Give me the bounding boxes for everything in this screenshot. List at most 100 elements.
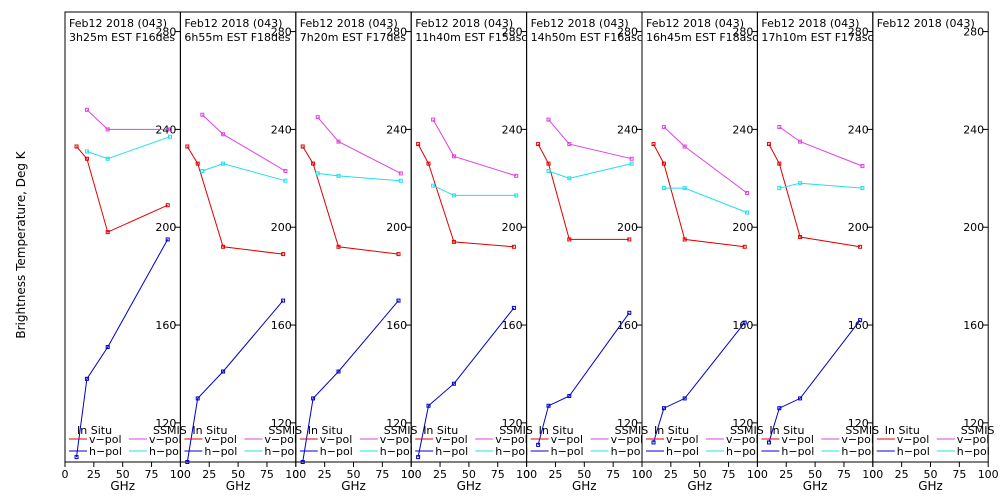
y-tick-label: 160 xyxy=(502,319,523,332)
insitu-vpol-line xyxy=(76,146,168,233)
x-axis-label: GHz xyxy=(457,479,482,493)
panel-title-time: 6h55m EST F18des xyxy=(184,31,290,44)
panel-frame xyxy=(872,11,989,463)
ssmis-hpol-point xyxy=(798,181,803,186)
ssmis-hpol-point xyxy=(629,161,634,166)
x-axis-label: GHz xyxy=(803,479,828,493)
y-tick-label: 120 xyxy=(271,417,292,430)
insitu-vpol-point xyxy=(221,244,226,249)
insitu-hpol-point xyxy=(165,237,170,242)
insitu-vpol-point xyxy=(651,142,656,147)
legend-insitu-vpol-label: v−pol xyxy=(551,433,584,446)
x-tick-label: 50 xyxy=(462,468,476,481)
panel-4: Feb12 2018 (043)11h40m EST F15asc 120 160 2… xyxy=(408,11,537,493)
y-tick-label: 280 xyxy=(502,26,523,39)
legend-ssmis-vpol-label: v−pol xyxy=(611,433,644,446)
legend-insitu-header: In Situ xyxy=(192,424,227,437)
panel-title-time: 7h20m EST F17des xyxy=(300,31,406,44)
panel-frame xyxy=(410,11,528,463)
panel-title-date: Feb12 2018 (043) xyxy=(646,17,744,30)
insitu-hpol-point xyxy=(185,460,190,464)
insitu-hpol-point xyxy=(74,455,79,460)
x-tick-label: 0 xyxy=(523,468,530,481)
y-tick-label: 280 xyxy=(155,26,176,39)
insitu-vpol-point xyxy=(300,144,305,149)
insitu-vpol-point xyxy=(766,142,771,147)
y-tick-label: 240 xyxy=(617,123,638,136)
ssmis-vpol-line xyxy=(317,116,402,174)
ssmis-vpol-point xyxy=(398,171,403,176)
y-tick-label: 240 xyxy=(732,123,753,136)
panel-title-date: Feb12 2018 (043) xyxy=(415,17,513,30)
insitu-vpol-point xyxy=(84,156,89,161)
insitu-hpol-point xyxy=(661,406,666,411)
ssmis-vpol-point xyxy=(221,132,226,137)
legend-ssmis-vpol-label: v−pol xyxy=(841,433,874,446)
x-tick-label: 100 xyxy=(747,468,768,481)
insitu-vpol-line xyxy=(653,143,745,248)
insitu-vpol-point xyxy=(661,161,666,166)
panel-title-date: Feb12 2018 (043) xyxy=(531,17,629,30)
legend-insitu-vpol-label: v−pol xyxy=(204,433,237,446)
y-tick-label: 280 xyxy=(848,26,869,39)
legend-ssmis-vpol-label: v−pol xyxy=(957,433,990,446)
x-axis-label: GHz xyxy=(918,479,943,493)
x-tick-label: 25 xyxy=(664,468,678,481)
legend-insitu-hpol-label: h−pol xyxy=(320,445,353,458)
ssmis-hpol-point xyxy=(221,161,226,166)
x-tick-label: 75 xyxy=(145,468,159,481)
x-tick-label: 75 xyxy=(375,468,389,481)
legend-insitu-header: In Situ xyxy=(539,424,574,437)
legend-insitu-vpol-label: v−pol xyxy=(897,433,930,446)
ssmis-vpol-point xyxy=(682,144,687,149)
legend-ssmis-header: SSMIS xyxy=(615,424,649,437)
panel-title-date: Feb12 2018 (043) xyxy=(184,17,282,30)
insitu-hpol-point xyxy=(300,460,305,464)
insitu-vpol-point xyxy=(798,235,803,239)
panel-frame xyxy=(295,11,412,463)
y-tick-label: 280 xyxy=(963,26,984,39)
y-tick-label: 120 xyxy=(963,417,984,430)
legend-insitu-vpol-label: v−pol xyxy=(320,433,353,446)
ssmis-hpol-point xyxy=(315,171,320,176)
ssmis-vpol-point xyxy=(661,124,666,129)
legend-insitu-header: In Situ xyxy=(77,424,112,437)
panel-title-time: 11h40m EST F15asc xyxy=(415,31,527,44)
ssmis-hpol-point xyxy=(860,186,865,191)
insitu-hpol-point xyxy=(858,318,863,323)
ssmis-hpol-point xyxy=(283,178,288,183)
legend-insitu-hpol-label: h−pol xyxy=(781,445,814,458)
y-tick-label: 200 xyxy=(848,221,869,234)
ssmis-hpol-point xyxy=(567,176,572,181)
panel-title-date: Feb12 2018 (043) xyxy=(761,17,859,30)
y-tick-label: 160 xyxy=(271,319,292,332)
ssmis-vpol-point xyxy=(567,142,572,147)
insitu-vpol-point xyxy=(185,144,190,149)
ssmis-hpol-line xyxy=(548,163,632,179)
insitu-vpol-point xyxy=(536,142,541,147)
ssmis-hpol-line xyxy=(779,182,863,189)
insitu-hpol-point xyxy=(451,381,456,386)
ssmis-hpol-point xyxy=(745,210,750,215)
ssmis-vpol-point xyxy=(431,117,436,122)
insitu-vpol-point xyxy=(426,161,431,166)
insitu-vpol-point xyxy=(165,203,170,208)
panels-group: Feb12 2018 (043)3h25m EST F16des12016020… xyxy=(62,11,999,493)
panel-frame xyxy=(526,11,643,463)
insitu-hpol-line xyxy=(417,307,515,458)
insitu-vpol-line xyxy=(417,143,514,248)
ssmis-hpol-point xyxy=(514,193,519,198)
insitu-hpol-line xyxy=(302,300,399,463)
x-axis-label: GHz xyxy=(110,479,135,493)
legend-ssmis-hpol-label: h−pol xyxy=(380,445,413,458)
legend-ssmis-hpol-label: h−pol xyxy=(611,445,644,458)
ssmis-vpol-line xyxy=(663,126,748,194)
y-tick-label: 200 xyxy=(271,221,292,234)
y-tick-label: 280 xyxy=(617,26,638,39)
x-tick-label: 50 xyxy=(808,468,822,481)
ssmis-vpol-point xyxy=(798,139,803,144)
insitu-hpol-line xyxy=(653,322,746,443)
panel-title-time: 14h50m EST F16asc xyxy=(531,31,643,44)
ssmis-hpol-point xyxy=(431,183,436,188)
